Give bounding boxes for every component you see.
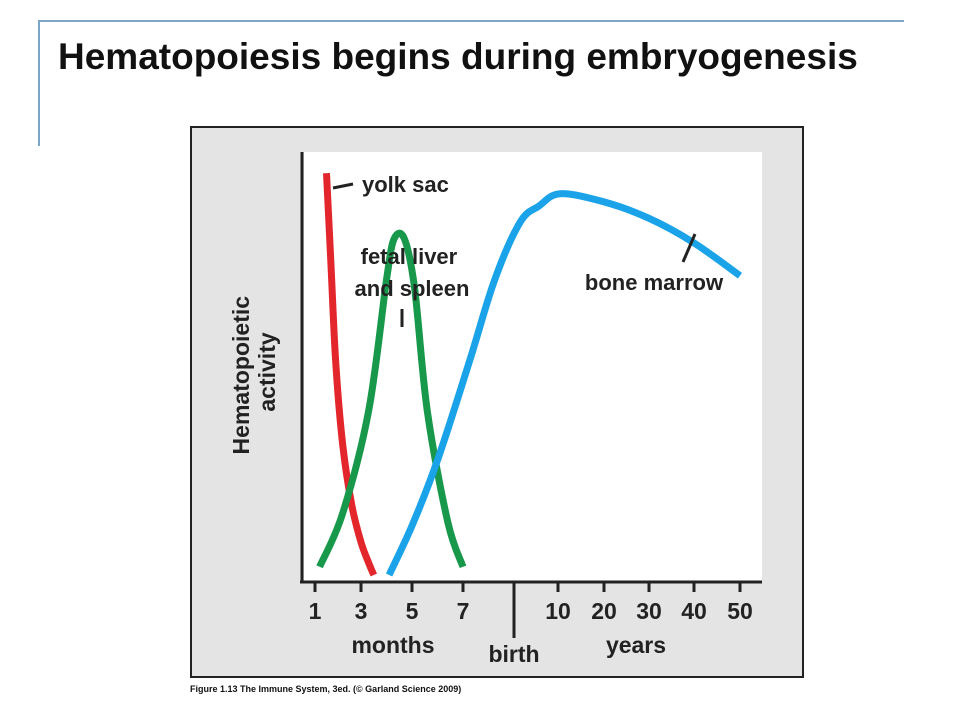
y-axis-label-line-1: Hematopoietic [228, 296, 254, 455]
y-axis-label: Hematopoietic activity [228, 290, 280, 455]
y-axis-label-line-2: activity [254, 332, 280, 411]
x-tick-label: 10 [545, 598, 571, 624]
x-tick-label: 30 [636, 598, 662, 624]
x-tick-label: 5 [406, 598, 419, 624]
series-yolk-sac [323, 173, 377, 577]
x-tick-label: 20 [591, 598, 617, 624]
x-tick-label: 7 [457, 598, 470, 624]
label-fetal-liver: fetal liver and spleen [355, 244, 470, 301]
label-fetal-liver-line-1: fetal liver [361, 244, 458, 269]
frame-line-top [40, 20, 904, 22]
frame-line-left [38, 20, 40, 146]
bone-marrow-leader [681, 233, 697, 263]
label-fetal-liver-line-2: and spleen [355, 276, 470, 301]
figure-caption: Figure 1.13 The Immune System, 3ed. (© G… [190, 684, 462, 694]
plot-area [304, 152, 762, 582]
slide-title: Hematopoiesis begins during embryogenesi… [58, 36, 858, 77]
x-group-years: years [606, 632, 666, 658]
series-lines [316, 173, 743, 577]
x-tick-label: 3 [355, 598, 368, 624]
x-tick-label: 1 [309, 598, 322, 624]
figure-panel: Hematopoietic activity 1 3 5 7 10 20 30 40 50 mo… [190, 126, 804, 678]
series-bone-marrow [385, 190, 743, 577]
hematopoiesis-chart: Hematopoietic activity 1 3 5 7 10 20 30 40 50 mo… [228, 152, 762, 667]
x-group-birth: birth [488, 641, 539, 667]
yolk-sac-leader [332, 182, 354, 190]
x-ticks: 1 3 5 7 10 20 30 40 50 [309, 582, 753, 624]
x-tick-label: 50 [727, 598, 753, 624]
x-tick-label: 40 [681, 598, 707, 624]
label-yolk-sac: yolk sac [362, 172, 449, 197]
label-bone-marrow: bone marrow [585, 270, 724, 295]
x-group-months: months [351, 632, 434, 658]
